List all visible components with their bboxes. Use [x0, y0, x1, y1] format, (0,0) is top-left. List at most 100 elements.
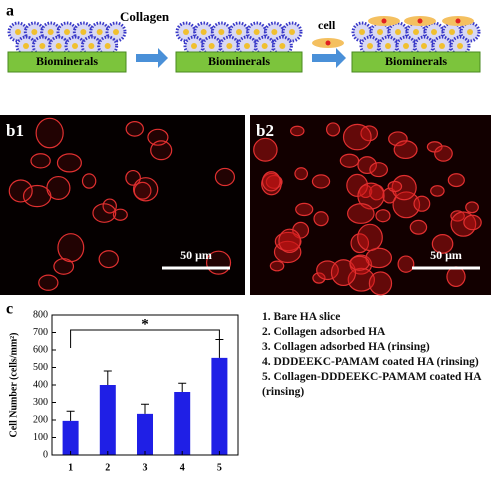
- error-bar: [103, 370, 112, 385]
- x-tick-label: 4: [180, 462, 185, 473]
- stained-cell: [150, 140, 173, 161]
- stained-cell: [375, 209, 391, 223]
- dendrimer-core: [39, 43, 46, 49]
- panel-label: b1: [6, 121, 24, 140]
- stained-cell: [312, 272, 326, 284]
- dendrimer-core: [457, 43, 463, 49]
- stained-cell: [290, 125, 305, 137]
- legend-item: 4. DDDEEKC-PAMAM coated HA (rinsing): [262, 356, 479, 368]
- stained-cell: [369, 162, 388, 178]
- stained-cell: [447, 173, 465, 188]
- error-bar: [141, 403, 149, 414]
- cell-nucleus: [381, 18, 387, 24]
- y-tick-label: 500: [33, 362, 48, 373]
- stained-cell: [350, 233, 370, 254]
- scale-bar-label: 50 μm: [180, 248, 212, 262]
- x-tick-label: 2: [105, 462, 110, 473]
- substrate: [351, 51, 481, 73]
- fluorescence-image: [0, 115, 245, 295]
- stained-cell: [265, 174, 283, 189]
- stained-cell: [35, 117, 64, 149]
- stained-cell: [294, 167, 309, 181]
- stained-cell: [253, 137, 278, 162]
- stained-cell: [431, 234, 454, 254]
- stained-cell: [388, 131, 408, 147]
- stained-cell: [81, 173, 97, 189]
- legend-item: 2. Collagen adsorbed HA: [262, 326, 386, 338]
- stained-cell: [57, 233, 85, 263]
- x-tick-label: 5: [217, 462, 222, 473]
- significance-bracket: [70, 329, 220, 348]
- dendrimer-core: [421, 43, 427, 49]
- dendrimer-core: [279, 43, 286, 49]
- x-tick-label: 3: [143, 462, 148, 473]
- stained-cell: [295, 202, 314, 217]
- dendrimer-core: [55, 43, 62, 49]
- y-tick-label: 700: [33, 327, 48, 338]
- stained-cell: [357, 182, 385, 210]
- stained-cell: [339, 153, 360, 168]
- stained-cell: [274, 231, 302, 252]
- stained-cell: [330, 259, 357, 287]
- stained-cell: [450, 210, 465, 222]
- dendrimer-core: [88, 43, 95, 49]
- significance-mark: *: [141, 316, 149, 332]
- dendrimer-core: [191, 43, 197, 49]
- dendrimer-core: [200, 29, 207, 35]
- dendrimer-core: [289, 29, 295, 35]
- bar: [137, 413, 153, 455]
- arrow: [136, 48, 168, 68]
- stained-cell: [349, 255, 370, 271]
- dendrimer-core: [467, 29, 473, 35]
- dendrimer-core: [15, 29, 21, 35]
- substrate-label: Biominerals: [36, 54, 98, 68]
- collagen-label: Collagen: [120, 9, 170, 24]
- bar: [174, 392, 191, 455]
- panel-label: a: [6, 3, 14, 20]
- dendrimer-core: [359, 29, 365, 35]
- scale-bar-label: 50 μm: [430, 248, 462, 262]
- cell-nucleus: [455, 18, 461, 24]
- bar: [99, 385, 116, 455]
- dendrimer-core: [236, 29, 242, 35]
- substrate-label: Biominerals: [385, 54, 447, 68]
- dendrimer-core: [113, 29, 119, 35]
- dendrimer-core: [31, 29, 38, 35]
- bar: [62, 420, 79, 455]
- dendrimer-core: [385, 43, 391, 49]
- stained-cell: [214, 167, 236, 187]
- y-tick-label: 600: [33, 344, 48, 355]
- dendrimer-core: [208, 43, 215, 49]
- stained-cell: [446, 266, 466, 288]
- cell-nucleus: [325, 40, 331, 46]
- legend-item: 1. Bare HA slice: [262, 311, 341, 323]
- legend-item: 3. Collagen adsorbed HA (rinsing): [262, 341, 430, 353]
- dendrimer-core: [104, 43, 111, 49]
- stained-cell: [387, 180, 403, 193]
- stained-cell: [313, 211, 329, 227]
- stained-cell: [261, 171, 281, 192]
- stained-cell: [56, 153, 82, 173]
- stained-cell: [112, 208, 128, 221]
- dendrimer-core: [80, 29, 87, 35]
- stained-cell: [102, 198, 117, 214]
- stained-cell: [133, 181, 152, 200]
- dendrimer-core: [253, 29, 260, 35]
- dendrimer-core: [367, 43, 373, 49]
- stained-cell: [393, 140, 418, 160]
- stained-cell: [347, 267, 375, 292]
- dendrimer-core: [64, 29, 70, 35]
- dendrimer-core: [271, 29, 278, 35]
- panel-label: b2: [256, 121, 274, 140]
- dendrimer-core: [377, 29, 383, 35]
- stained-cell: [430, 185, 445, 197]
- y-tick-label: 200: [33, 414, 48, 425]
- dendrimer-core: [261, 43, 268, 49]
- arrow: [312, 48, 346, 68]
- stained-cell: [278, 228, 301, 254]
- stained-cell: [434, 145, 453, 162]
- dendrimer-core: [439, 43, 445, 49]
- y-tick-label: 100: [33, 432, 48, 443]
- dendrimer-core: [449, 29, 455, 35]
